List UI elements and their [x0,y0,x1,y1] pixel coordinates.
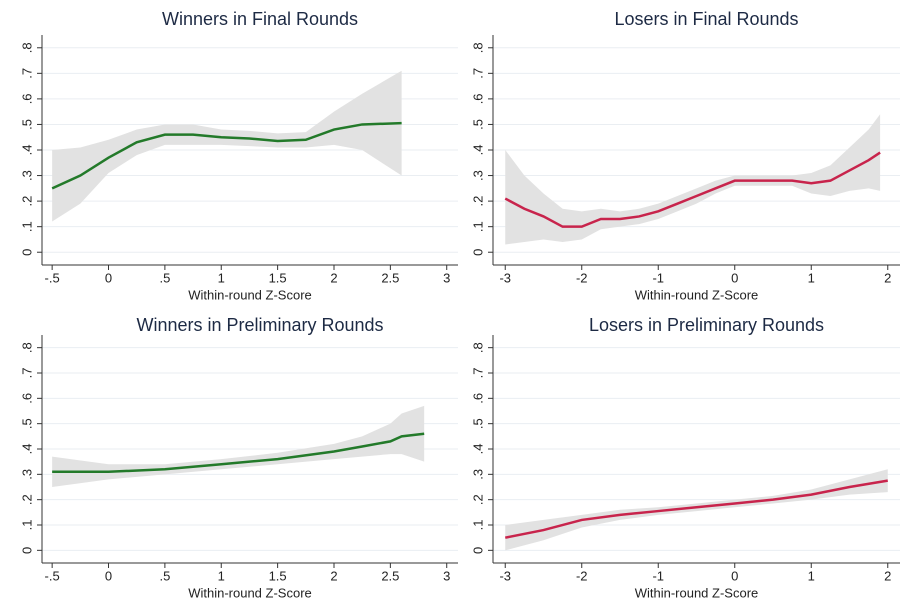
y-tick-label: .7 [19,368,34,379]
confidence-band [505,469,888,551]
y-tick-label: .3 [470,469,485,480]
y-tick-label: .2 [470,494,485,505]
x-tick-label: 2 [330,568,337,583]
y-tick-label: 0 [470,249,485,256]
x-tick-label: -3 [499,270,511,285]
y-tick-label: .3 [19,170,34,181]
y-tick-label: .6 [470,93,485,104]
chart-title: Winners in Final Rounds [162,9,358,29]
line [52,432,425,474]
x-tick-label: 2.5 [381,568,399,583]
y-tick-label: .1 [19,221,34,232]
y-tick-label: 0 [19,547,34,554]
x-tick-label: 0 [731,270,738,285]
y-tick-label: .1 [470,520,485,531]
x-tick-label: -.5 [45,568,60,583]
x-tick-label: 2 [884,568,891,583]
x-tick-label: 1 [218,568,225,583]
x-tick-label: -2 [576,270,588,285]
y-tick-label: .7 [470,368,485,379]
y-tick-label: .6 [19,93,34,104]
y-tick-label: .1 [470,221,485,232]
x-tick-label: -2 [576,568,588,583]
y-tick-label: .4 [470,145,485,156]
y-tick-label: .6 [19,393,34,404]
y-tick-label: 0 [19,249,34,256]
y-tick-label: .4 [19,145,34,156]
x-tick-label: 1 [218,270,225,285]
y-tick-label: .5 [19,119,34,130]
x-tick-label: 0 [105,270,112,285]
line [51,121,402,190]
x-tick-label: -1 [652,270,664,285]
y-tick-label: .8 [470,42,485,53]
y-tick-label: .5 [19,418,34,429]
y-tick-label: .8 [19,342,34,353]
x-axis-label: Within-round Z-Score [635,287,759,302]
y-tick-label: .5 [470,418,485,429]
x-tick-label: 2 [330,270,337,285]
y-tick-label: .8 [470,342,485,353]
y-tick-label: .6 [470,393,485,404]
x-tick-label: 3 [443,568,450,583]
x-tick-label: 1.5 [269,270,287,285]
x-axis-label: Within-round Z-Score [188,287,312,302]
x-tick-label: .5 [159,568,170,583]
x-tick-label: 1.5 [269,568,287,583]
y-tick-label: .1 [19,520,34,531]
y-tick-label: 0 [470,547,485,554]
x-axis-label: Within-round Z-Score [635,585,759,600]
x-axis-label: Within-round Z-Score [188,585,312,600]
y-tick-label: .4 [19,444,34,455]
y-tick-label: .2 [470,196,485,207]
y-tick-label: .3 [470,170,485,181]
y-tick-label: .5 [470,119,485,130]
x-tick-label: 0 [731,568,738,583]
y-tick-label: .7 [470,68,485,79]
line [504,151,881,228]
line [504,479,888,539]
y-tick-label: .2 [19,494,34,505]
x-tick-label: 0 [105,568,112,583]
x-tick-label: 1 [808,270,815,285]
y-tick-label: .2 [19,196,34,207]
confidence-band [52,70,402,222]
x-tick-label: -1 [652,568,664,583]
y-tick-label: .4 [470,444,485,455]
x-tick-label: 3 [443,270,450,285]
x-tick-label: -3 [499,568,511,583]
chart-title: Winners in Preliminary Rounds [136,315,383,335]
y-tick-label: .3 [19,469,34,480]
y-tick-label: .7 [19,68,34,79]
x-tick-label: -.5 [45,270,60,285]
chart-title: Losers in Preliminary Rounds [589,315,824,335]
x-tick-label: 2.5 [381,270,399,285]
chart-title: Losers in Final Rounds [614,9,798,29]
y-tick-label: .8 [19,42,34,53]
x-tick-label: 2 [884,270,891,285]
confidence-band [52,405,425,487]
x-tick-label: .5 [159,270,170,285]
x-tick-label: 1 [808,568,815,583]
confidence-band [505,114,881,245]
